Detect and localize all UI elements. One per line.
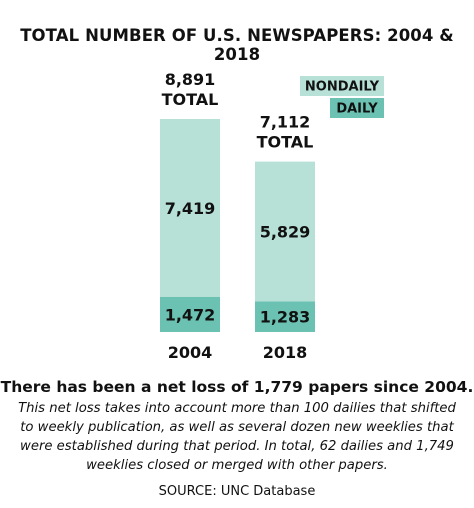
bars: 1,4727,4198,891TOTAL20041,2835,8297,112T…: [160, 70, 315, 362]
legend-label-nondaily: NONDAILY: [305, 80, 380, 95]
data-label-nondaily-2018: 5,829: [260, 222, 311, 241]
legend: NONDAILY DAILY: [300, 76, 384, 118]
legend-swatch-nondaily: [300, 76, 384, 96]
bar-daily-2004: [160, 296, 220, 332]
data-label-nondaily-2004: 7,419: [165, 199, 216, 218]
source-line: SOURCE: UNC Database: [158, 484, 316, 499]
explanatory-note: This net loss takes into account more th…: [18, 401, 456, 473]
legend-swatch-daily: [330, 98, 384, 118]
legend-label-daily: DAILY: [336, 102, 378, 117]
total-value-2018: 7,112: [260, 113, 311, 132]
total-word-2004: TOTAL: [162, 90, 219, 109]
total-word-2018: TOTAL: [257, 133, 314, 152]
category-label-2018: 2018: [263, 343, 308, 362]
bar-daily-2018: [255, 301, 315, 332]
data-label-daily-2018: 1,283: [260, 308, 311, 327]
category-label-2004: 2004: [168, 343, 213, 362]
chart-title: TOTAL NUMBER OF U.S. NEWSPAPERS: 2004 & …: [20, 26, 454, 64]
bar-nondaily-2004: [160, 119, 220, 297]
total-value-2004: 8,891: [165, 70, 216, 89]
data-label-daily-2004: 1,472: [165, 305, 216, 324]
bar-nondaily-2018: [255, 161, 315, 302]
headline: There has been a net loss of 1,779 paper…: [0, 378, 474, 396]
